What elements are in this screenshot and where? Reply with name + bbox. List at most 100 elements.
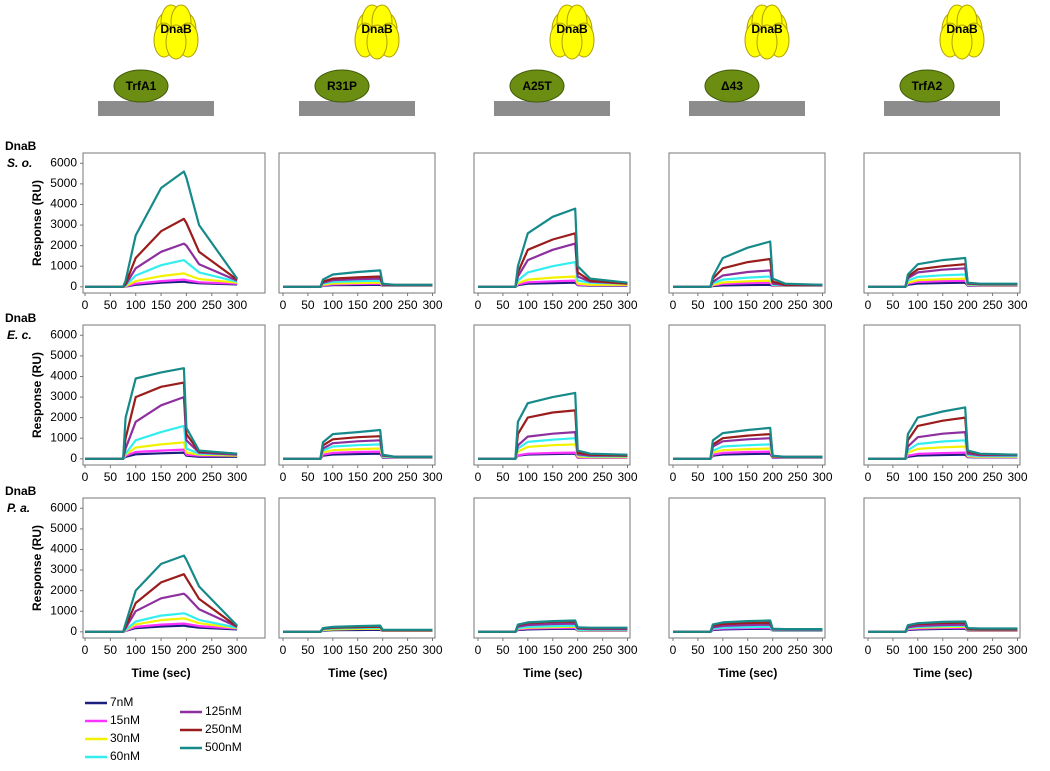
x-tick-label: 0: [82, 470, 89, 484]
y-tick-label: 0: [70, 624, 77, 638]
x-tick-label: 300: [422, 298, 442, 312]
surface: [299, 101, 415, 116]
x-tick-label: 150: [933, 298, 953, 312]
y-tick-label: 3000: [50, 562, 77, 576]
x-tick-label: 250: [398, 643, 418, 657]
sensorgram-line: [283, 428, 433, 460]
plot-frame: [668, 497, 826, 639]
x-tick-label: 0: [475, 643, 482, 657]
x-tick-label: 50: [496, 643, 510, 657]
x-tick-label: 200: [763, 470, 783, 484]
x-tick-label: 250: [788, 298, 808, 312]
x-tick-label: 250: [398, 470, 418, 484]
x-tick-label: 50: [691, 470, 705, 484]
x-tick-label: 50: [886, 298, 900, 312]
plot-frame: [278, 324, 436, 466]
plot-frame: [473, 324, 631, 466]
legend-label: 30nM: [110, 731, 140, 745]
legend-label: 125nM: [205, 704, 242, 718]
x-tick-label: 50: [691, 298, 705, 312]
x-tick-label: 200: [568, 643, 588, 657]
dnab-label: DnaB: [160, 22, 192, 36]
x-tick-label: 100: [126, 470, 146, 484]
x-tick-label: 300: [1007, 643, 1027, 657]
dnab-subunit: [951, 24, 973, 60]
x-tick-label: 150: [151, 643, 171, 657]
y-tick-label: 0: [70, 451, 77, 465]
x-tick-label: 150: [348, 298, 368, 312]
x-tick-label: 100: [713, 470, 733, 484]
y-tick-label: 4000: [50, 542, 77, 556]
x-tick-label: 300: [812, 643, 832, 657]
y-tick-label: 6000: [50, 500, 77, 514]
sensorgram-line: [478, 391, 628, 460]
x-tick-label: 200: [958, 643, 978, 657]
x-tick-label: 200: [958, 298, 978, 312]
x-tick-label: 100: [518, 470, 538, 484]
x-tick-label: 100: [323, 470, 343, 484]
x-tick-label: 50: [886, 643, 900, 657]
trfa-label: R31P: [327, 79, 357, 93]
y-tick-label: 0: [70, 279, 77, 293]
plot-frame: [82, 324, 266, 466]
x-tick-label: 100: [713, 643, 733, 657]
x-tick-label: 300: [1007, 298, 1027, 312]
surface: [884, 101, 1000, 116]
x-tick-label: 100: [713, 298, 733, 312]
dnab-hexamer: [354, 4, 400, 60]
x-tick-label: 100: [908, 643, 928, 657]
sensorgram-line: [85, 170, 238, 288]
plot-frame: [473, 497, 631, 639]
y-tick-label: 1000: [50, 430, 77, 444]
trfa-label: TrfA2: [912, 79, 943, 93]
x-tick-label: 150: [151, 298, 171, 312]
plot-frame: [863, 497, 1021, 639]
plot-frame: [82, 497, 266, 639]
y-axis-title: Response (RU): [30, 525, 44, 611]
x-tick-label: 300: [422, 470, 442, 484]
surface: [689, 101, 805, 116]
sensorgram-line: [673, 240, 823, 288]
x-tick-label: 0: [670, 298, 677, 312]
x-tick-label: 200: [176, 643, 196, 657]
x-tick-label: 300: [812, 298, 832, 312]
dnab-label: DnaB: [556, 22, 588, 36]
x-tick-label: 250: [983, 643, 1003, 657]
x-tick-label: 200: [763, 298, 783, 312]
x-tick-label: 150: [933, 470, 953, 484]
surface: [494, 101, 610, 116]
x-tick-label: 250: [983, 470, 1003, 484]
y-tick-label: 6000: [50, 327, 77, 341]
y-tick-label: 3000: [50, 389, 77, 403]
y-tick-label: 6000: [50, 155, 77, 169]
surface: [98, 101, 214, 116]
x-tick-label: 250: [593, 470, 613, 484]
x-tick-label: 100: [126, 643, 146, 657]
x-tick-label: 250: [593, 643, 613, 657]
x-tick-label: 0: [280, 298, 287, 312]
legend-label: 500nM: [205, 740, 242, 754]
x-tick-label: 250: [983, 298, 1003, 312]
sensorgram-line: [283, 435, 433, 460]
x-tick-label: 100: [908, 298, 928, 312]
x-tick-label: 50: [301, 298, 315, 312]
x-tick-label: 200: [176, 298, 196, 312]
dnab-label: DnaB: [361, 22, 393, 36]
x-tick-label: 150: [738, 643, 758, 657]
row-species: P. a.: [7, 501, 30, 515]
x-tick-label: 150: [543, 470, 563, 484]
dnab-hexamer: [939, 4, 985, 60]
x-tick-label: 0: [475, 298, 482, 312]
x-axis-title: Time (sec): [328, 666, 387, 680]
x-tick-label: 0: [865, 470, 872, 484]
x-tick-label: 150: [933, 643, 953, 657]
trfa-protein: [704, 69, 760, 103]
dnab-label: DnaB: [751, 22, 783, 36]
x-tick-label: 150: [543, 298, 563, 312]
legend-label: 15nM: [110, 713, 140, 727]
x-axis-title: Time (sec): [718, 666, 777, 680]
x-tick-label: 250: [202, 298, 222, 312]
sensorgram-line: [868, 620, 1018, 633]
y-axis-title: Response (RU): [30, 180, 44, 266]
